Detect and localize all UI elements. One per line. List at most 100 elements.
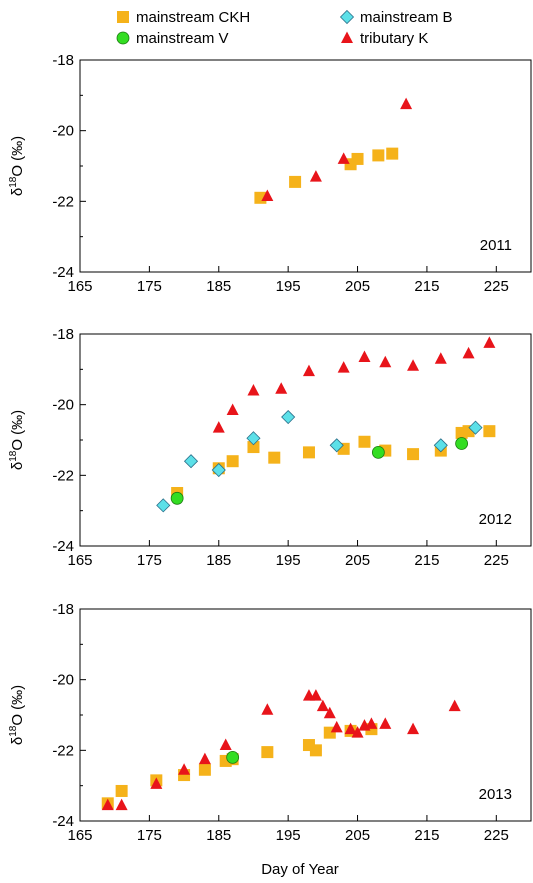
y-axis-label-suffix: O (‰) xyxy=(9,136,26,177)
x-tick-label: 185 xyxy=(206,552,231,569)
data-point-triangle xyxy=(316,699,329,712)
y-tick-label: -18 xyxy=(52,601,74,618)
data-point-square xyxy=(372,149,385,162)
legend-marker-triangle xyxy=(341,31,353,43)
legend-label: mainstream V xyxy=(136,30,229,47)
panel-year-label: 2011 xyxy=(480,237,512,254)
data-point-diamond xyxy=(246,431,261,446)
x-tick-label: 225 xyxy=(484,827,509,844)
y-axis-label-sup: 18 xyxy=(8,176,19,188)
legend: mainstream CKH mainstream B mainstream V tr… xyxy=(116,9,453,47)
y-tick-label: -22 xyxy=(52,742,74,759)
data-point-diamond xyxy=(183,454,199,469)
data-point-square xyxy=(407,448,420,461)
data-point-triangle xyxy=(365,717,378,729)
data-point-triangle xyxy=(226,403,239,415)
y-axis-label: δ18O (‰) xyxy=(8,410,26,470)
y-axis-label: δ18O (‰) xyxy=(8,685,26,745)
x-tick-label: 165 xyxy=(67,552,92,569)
data-point-triangle xyxy=(309,689,322,701)
data-point-square xyxy=(247,441,260,454)
x-tick-label: 215 xyxy=(414,827,439,844)
data-point-triangle xyxy=(150,777,163,789)
x-tick-label: 185 xyxy=(206,827,231,844)
data-point-diamond xyxy=(329,438,344,453)
data-point-square xyxy=(358,435,371,448)
legend-item-mainstream-b: mainstream B xyxy=(339,9,453,26)
data-point-triangle xyxy=(178,763,191,775)
data-point-triangle xyxy=(358,350,371,362)
data-point-triangle xyxy=(309,170,322,182)
data-point-triangle xyxy=(330,720,343,733)
data-point-triangle xyxy=(448,699,461,712)
data-point-triangle xyxy=(323,706,336,719)
y-axis-label-suffix: O (‰) xyxy=(9,410,26,451)
data-point-square xyxy=(268,451,281,464)
data-point-triangle xyxy=(462,346,475,359)
plot-frame xyxy=(79,608,532,822)
panel-year-label: 2013 xyxy=(479,786,512,803)
data-point-circle xyxy=(226,751,240,764)
legend-item-tributary-k: tributary K xyxy=(341,30,428,47)
y-tick-label: -24 xyxy=(52,813,74,830)
data-point-triangle xyxy=(379,717,392,729)
data-point-triangle xyxy=(337,361,350,373)
x-tick-label: 225 xyxy=(484,278,509,295)
data-point-diamond xyxy=(281,409,296,425)
y-axis-label-sup: 18 xyxy=(8,725,19,737)
x-tick-label: 195 xyxy=(276,827,301,844)
legend-marker-circle xyxy=(116,31,130,45)
x-tick-label: 175 xyxy=(137,278,162,295)
x-tick-label: 175 xyxy=(137,552,162,569)
data-point-square xyxy=(302,446,315,459)
data-point-triangle xyxy=(407,722,420,735)
y-axis-label: δ18O (‰) xyxy=(8,136,26,196)
legend-marker-diamond xyxy=(339,9,355,25)
data-point-triangle xyxy=(261,703,274,715)
x-tick-label: 165 xyxy=(67,827,92,844)
y-axis-label-suffix: O (‰) xyxy=(9,685,26,726)
data-point-triangle xyxy=(275,382,288,394)
y-tick-label: -20 xyxy=(52,672,74,689)
x-tick-label: 195 xyxy=(276,552,301,569)
data-point-triangle xyxy=(261,189,274,202)
x-tick-label: 215 xyxy=(414,278,439,295)
y-axis-label-sup: 18 xyxy=(8,450,19,462)
x-tick-label: 205 xyxy=(345,278,370,295)
plot-frame xyxy=(79,59,532,273)
x-tick-label: 185 xyxy=(206,278,231,295)
y-axis-label-prefix: δ xyxy=(9,737,26,745)
data-point-square xyxy=(226,455,239,468)
x-tick-label: 205 xyxy=(345,552,370,569)
x-tick-label: 205 xyxy=(345,827,370,844)
y-axis-label-prefix: δ xyxy=(9,188,26,196)
y-tick-label: -20 xyxy=(52,397,74,414)
x-tick-label: 175 xyxy=(137,827,162,844)
data-point-triangle xyxy=(337,152,350,164)
x-tick-label: 165 xyxy=(67,278,92,295)
y-tick-label: -24 xyxy=(52,264,74,281)
x-tick-label: 215 xyxy=(414,552,439,569)
data-point-square xyxy=(351,152,364,165)
legend-label: tributary K xyxy=(360,30,428,47)
data-point-triangle xyxy=(219,738,232,751)
x-tick-label: 195 xyxy=(276,278,301,295)
y-tick-label: -20 xyxy=(52,123,74,140)
y-tick-label: -18 xyxy=(52,52,74,69)
data-point-square xyxy=(261,746,274,759)
data-point-square xyxy=(386,147,399,160)
legend-item-mainstream-v: mainstream V xyxy=(116,30,229,47)
data-point-diamond xyxy=(433,438,448,453)
y-tick-label: -22 xyxy=(52,193,74,210)
data-point-triangle xyxy=(379,355,392,368)
legend-label: mainstream CKH xyxy=(136,9,250,26)
data-point-triangle xyxy=(247,384,260,396)
y-axis-label-prefix: δ xyxy=(9,462,26,470)
data-point-square xyxy=(198,763,211,776)
data-point-circle xyxy=(455,437,469,450)
panel-year-label: 2012 xyxy=(479,511,512,528)
